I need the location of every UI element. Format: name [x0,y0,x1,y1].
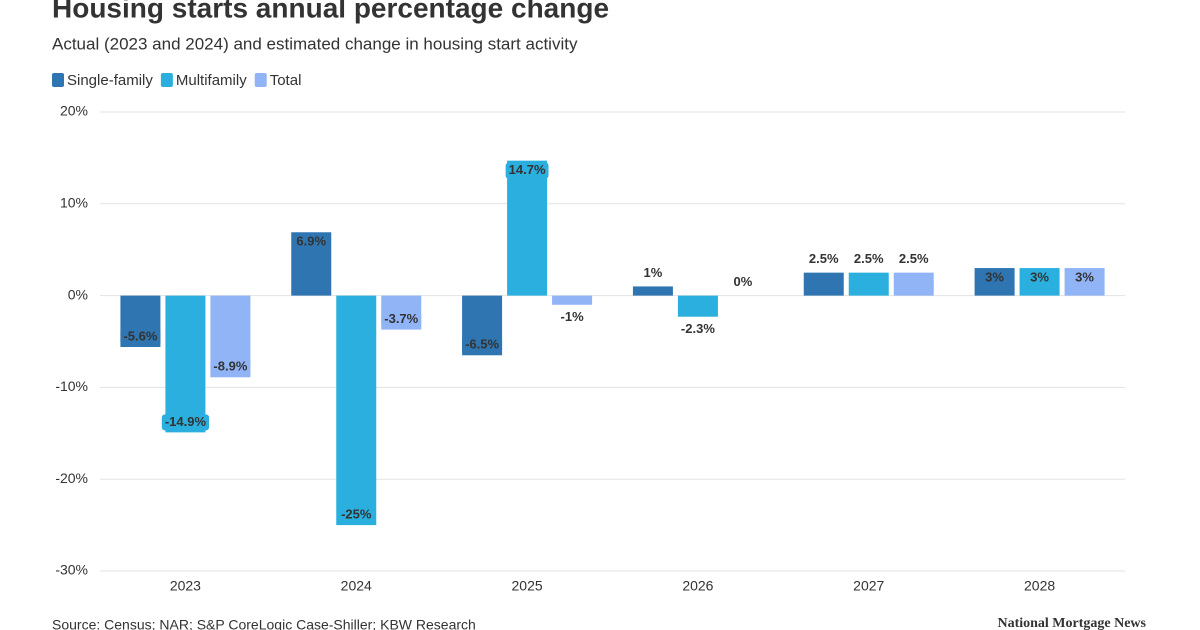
value-label: 3% [985,269,1004,284]
bar [677,295,718,317]
y-tick-label: -20% [55,470,88,486]
source-note: Source: Census; NAR; S&P CoreLogic Case-… [52,617,476,630]
value-label: 2.5% [899,251,929,266]
legend-label: Total [270,72,302,89]
value-label-box [293,234,330,251]
x-tick-label: 2025 [512,578,543,594]
value-label: 3% [1030,269,1049,284]
logo: National Mortgage News [997,616,1146,630]
y-tick-label: 10% [60,195,88,211]
bar [848,272,889,296]
y-tick-label: -10% [55,378,88,394]
value-label: 1% [644,265,663,280]
legend-swatch [160,73,173,87]
x-tick-label: 2026 [682,578,713,594]
bar [632,286,673,296]
value-label: -25% [341,507,372,522]
value-label-box [462,337,503,354]
value-label: -3.7% [384,311,418,326]
value-label-box [210,359,251,376]
value-label-box [161,414,210,431]
chart-subtitle: Actual (2023 and 2024) and estimated cha… [52,34,578,53]
x-tick-label: 2027 [853,578,884,594]
value-label: -14.9% [165,414,207,429]
legend-label: Multifamily [176,72,247,89]
value-label: -2.3% [681,321,715,336]
value-label-box [120,329,161,346]
value-label: 3% [1075,269,1094,284]
y-tick-label: 0% [68,286,88,302]
x-tick-label: 2028 [1024,578,1055,594]
value-label: 6.9% [296,234,326,249]
value-label-box [505,162,549,179]
value-label: -5.6% [123,328,157,343]
bar [165,295,206,433]
value-label: 2.5% [854,251,884,266]
x-tick-label: 2024 [341,578,372,594]
value-label: -6.5% [465,337,499,352]
value-label-box [381,311,422,328]
value-label-box [1027,270,1052,287]
value-label-box [338,507,375,524]
legend-swatch [254,73,267,87]
value-label: 0% [734,274,753,289]
bar [893,272,934,296]
legend-label: Single-family [67,72,153,89]
bar [803,272,844,296]
y-tick-label: 20% [60,103,88,119]
value-label: 14.7% [509,162,546,177]
bar [552,295,593,305]
chart-title: Housing starts annual percentage change [52,0,609,23]
value-label-box [1072,270,1097,287]
value-label-box [982,270,1007,287]
y-tick-label: -30% [55,562,88,578]
legend-swatch [52,73,64,87]
bar [507,160,548,296]
bar [336,295,377,526]
x-tick-label: 2023 [170,578,201,594]
value-label: -8.9% [213,359,247,374]
value-label: 2.5% [809,251,839,266]
value-label: -1% [561,309,585,324]
